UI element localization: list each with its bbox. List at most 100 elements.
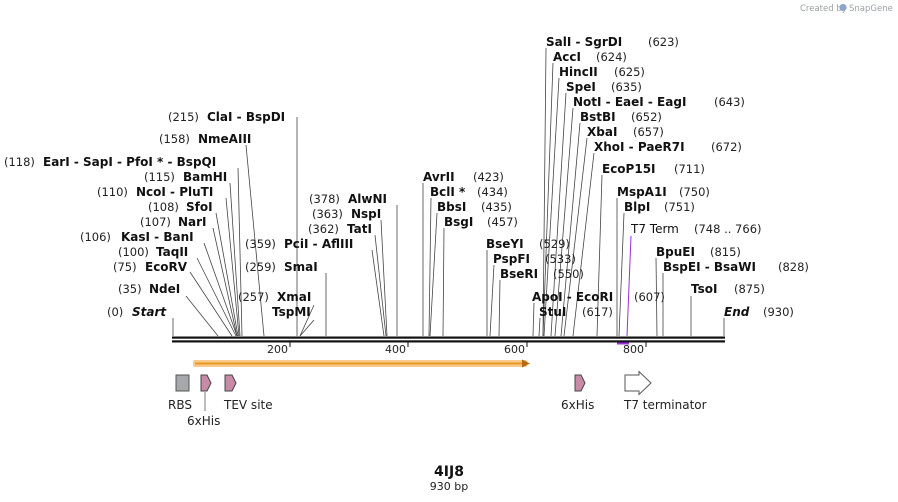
site-pos: (623) <box>648 35 679 49</box>
site-label[interactable]: NmeAIII <box>198 132 251 146</box>
site-label[interactable]: TspMI <box>272 305 311 319</box>
snapgene-brand: SnapGene <box>849 4 893 14</box>
site-pos: (115) <box>144 170 175 184</box>
site-label[interactable]: PciI - AflIII <box>284 237 353 251</box>
site-pos: (118) <box>4 155 35 169</box>
site-pos: (35) <box>118 282 142 296</box>
site-pos: (643) <box>714 95 745 109</box>
site-label[interactable]: SfoI <box>186 200 213 214</box>
site-label[interactable]: PspFI <box>493 252 530 266</box>
site-pos: (108) <box>148 200 179 214</box>
feature-label-t7-terminator: T7 terminator <box>623 398 707 412</box>
site-pos: (107) <box>140 215 171 229</box>
site-pos: (607) <box>634 290 665 304</box>
map-name: 4IJ8 <box>434 464 464 480</box>
site-pos: (362) <box>308 222 339 236</box>
site-label[interactable]: NdeI <box>149 282 180 296</box>
t7-terminator-arrow-icon[interactable] <box>624 370 652 396</box>
site-label[interactable]: BclI * <box>430 185 466 199</box>
site-label[interactable]: BamHI <box>183 170 227 184</box>
site-pos: (110) <box>97 185 128 199</box>
end-pos: (930) <box>763 305 794 319</box>
site-pos: (711) <box>674 162 705 176</box>
site-pos: (529) <box>539 237 570 251</box>
site-label[interactable]: NspI <box>351 207 381 221</box>
site-label[interactable]: ApoI - EcoRI <box>532 290 613 304</box>
tick-600: 600 <box>504 343 525 356</box>
t7-term-label[interactable]: T7 Term <box>630 222 679 236</box>
site-label[interactable]: NotI - EaeI - EagI <box>573 95 686 109</box>
t7-term-range: (748 .. 766) <box>694 222 762 236</box>
tick-400: 400 <box>385 343 406 356</box>
rbs-box-icon[interactable] <box>175 374 190 392</box>
t7-term-bar <box>617 342 629 345</box>
orf-arrow[interactable] <box>193 359 530 368</box>
his-tag-arrow-icon[interactable] <box>200 374 212 392</box>
site-label[interactable]: TaqII <box>156 245 188 259</box>
site-pos: (617) <box>582 305 613 319</box>
site-label[interactable]: SmaI <box>284 260 318 274</box>
site-pos: (257) <box>238 290 269 304</box>
site-label[interactable]: TsoI <box>691 282 717 296</box>
site-label[interactable]: EarI - SapI - PfoI * - BspQI <box>43 155 216 169</box>
site-pos: (259) <box>245 260 276 274</box>
site-pos: (657) <box>633 125 664 139</box>
site-label[interactable]: BspEI - BsaWI <box>663 260 756 274</box>
axis-ticks: 200 400 600 800 <box>267 342 647 356</box>
site-pos: (106) <box>80 230 111 244</box>
site-leader-lines <box>172 47 725 337</box>
site-label[interactable]: TatI <box>347 222 372 236</box>
site-label[interactable]: AlwNI <box>348 192 387 206</box>
site-label[interactable]: BseYI <box>486 237 524 251</box>
feature-label-rbs: RBS <box>168 398 192 412</box>
site-pos: (815) <box>710 245 741 259</box>
site-pos: (435) <box>481 200 512 214</box>
site-pos: (635) <box>611 80 642 94</box>
tick-200: 200 <box>267 343 288 356</box>
site-label[interactable]: BpuEI <box>656 245 695 259</box>
site-label[interactable]: NarI <box>178 215 207 229</box>
start-pos: (0) <box>107 305 123 319</box>
left-site-labels: (35) NdeI (75) EcoRV (100) TaqII (106) K… <box>4 110 387 319</box>
site-pos: (652) <box>631 110 662 124</box>
site-pos: (750) <box>679 185 710 199</box>
site-label[interactable]: NcoI - PluTI <box>136 185 213 199</box>
site-pos: (828) <box>778 260 809 274</box>
start-label: Start <box>132 305 167 319</box>
site-label[interactable]: SpeI <box>566 80 596 94</box>
site-label[interactable]: BsgI <box>444 215 473 229</box>
site-pos: (423) <box>473 170 504 184</box>
site-label[interactable]: XmaI <box>277 290 311 304</box>
site-label[interactable]: HincII <box>559 65 598 79</box>
site-label[interactable]: BstBI <box>580 110 616 124</box>
site-label[interactable]: EcoRV <box>145 260 188 274</box>
site-label[interactable]: ClaI - BspDI <box>207 110 285 124</box>
his-tag-arrow-icon[interactable] <box>574 374 586 392</box>
site-pos: (672) <box>711 140 742 154</box>
right-site-labels: AvrII (423) BclI * (434) BbsI (435) BsgI… <box>423 35 809 319</box>
site-label[interactable]: EcoP15I <box>602 162 656 176</box>
end-label: End <box>724 305 750 319</box>
site-label[interactable]: AccI <box>553 50 581 64</box>
site-label[interactable]: KasI - BanI <box>121 230 194 244</box>
site-label[interactable]: AvrII <box>423 170 455 184</box>
feature-label-tev-site: TEV site <box>223 398 273 412</box>
site-pos: (533) <box>545 252 576 266</box>
site-pos: (457) <box>487 215 518 229</box>
dna-backbone <box>172 336 725 343</box>
site-label[interactable]: StuI <box>539 305 566 319</box>
site-label[interactable]: BbsI <box>437 200 466 214</box>
site-label[interactable]: MspA1I <box>617 185 667 199</box>
site-pos: (158) <box>159 132 190 146</box>
site-label[interactable]: XbaI <box>587 125 617 139</box>
site-pos: (550) <box>553 267 584 281</box>
site-label[interactable]: XhoI - PaeR7I <box>594 140 685 154</box>
site-pos: (215) <box>168 110 199 124</box>
site-label[interactable]: BseRI <box>500 267 538 281</box>
tev-site-arrow-icon[interactable] <box>224 374 237 392</box>
site-label[interactable]: SalI - SgrDI <box>546 35 622 49</box>
snapgene-logo-icon <box>839 3 847 12</box>
site-label[interactable]: BlpI <box>624 200 650 214</box>
